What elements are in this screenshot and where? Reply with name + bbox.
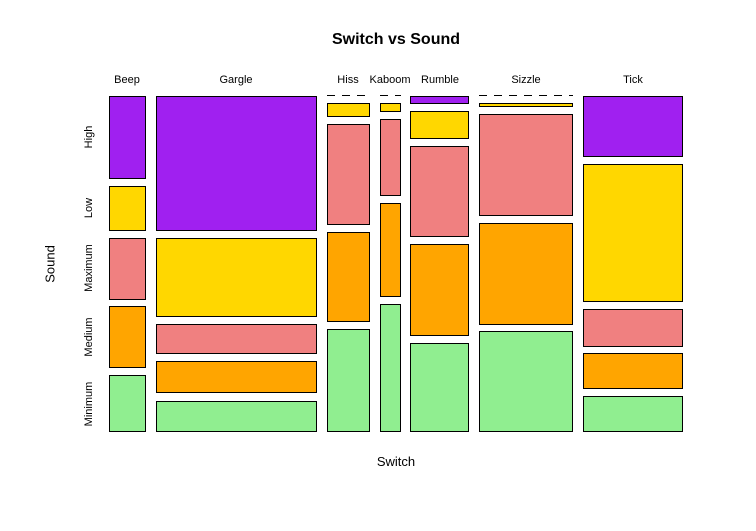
cell-kaboom-high-zero (380, 95, 401, 96)
column-label-beep: Beep (114, 74, 140, 86)
cell-rumble-medium (410, 244, 469, 336)
cell-beep-maximum (109, 238, 146, 300)
row-label-medium: Medium (83, 317, 95, 357)
cell-sizzle-medium (479, 223, 573, 325)
cell-kaboom-minimum (380, 304, 401, 432)
cell-tick-low (583, 164, 683, 302)
row-label-low: Low (83, 197, 95, 219)
cell-gargle-minimum (156, 401, 317, 432)
x-axis-label: Switch (376, 454, 416, 469)
row-label-minimum: Minimum (83, 381, 95, 427)
cell-gargle-low (156, 238, 317, 317)
cell-beep-low (109, 186, 146, 231)
cell-sizzle-high-zero (479, 95, 573, 96)
column-label-sizzle: Sizzle (511, 74, 541, 86)
cell-rumble-minimum (410, 343, 469, 432)
cell-tick-maximum (583, 309, 683, 347)
cell-gargle-high (156, 96, 317, 231)
cell-sizzle-low (479, 103, 573, 107)
cell-gargle-medium (156, 361, 317, 393)
cell-hiss-low (327, 103, 370, 117)
cell-sizzle-minimum (479, 331, 573, 432)
cell-tick-medium (583, 353, 683, 389)
column-label-gargle: Gargle (219, 74, 253, 86)
column-label-hiss: Hiss (337, 74, 359, 86)
cell-rumble-low (410, 111, 469, 139)
chart-title: Switch vs Sound (331, 31, 461, 48)
cell-kaboom-medium (380, 203, 401, 297)
column-label-rumble: Rumble (421, 74, 459, 86)
cell-sizzle-maximum (479, 114, 573, 216)
cell-gargle-maximum (156, 324, 317, 354)
cell-rumble-high (410, 96, 469, 104)
row-label-maximum: Maximum (83, 244, 95, 292)
cell-rumble-maximum (410, 146, 469, 237)
cell-hiss-medium (327, 232, 370, 322)
cell-hiss-minimum (327, 329, 370, 432)
cell-tick-minimum (583, 396, 683, 432)
cell-beep-medium (109, 306, 146, 368)
cell-beep-minimum (109, 375, 146, 432)
row-label-high: High (83, 125, 95, 149)
cell-kaboom-low (380, 103, 401, 112)
y-axis-label: Sound (42, 245, 58, 283)
cell-hiss-high-zero (327, 95, 370, 96)
cell-beep-high (109, 96, 146, 179)
cell-tick-high (583, 96, 683, 157)
column-label-tick: Tick (623, 74, 643, 86)
column-label-kaboom: Kaboom (369, 74, 411, 86)
cell-hiss-maximum (327, 124, 370, 225)
cell-kaboom-maximum (380, 119, 401, 196)
